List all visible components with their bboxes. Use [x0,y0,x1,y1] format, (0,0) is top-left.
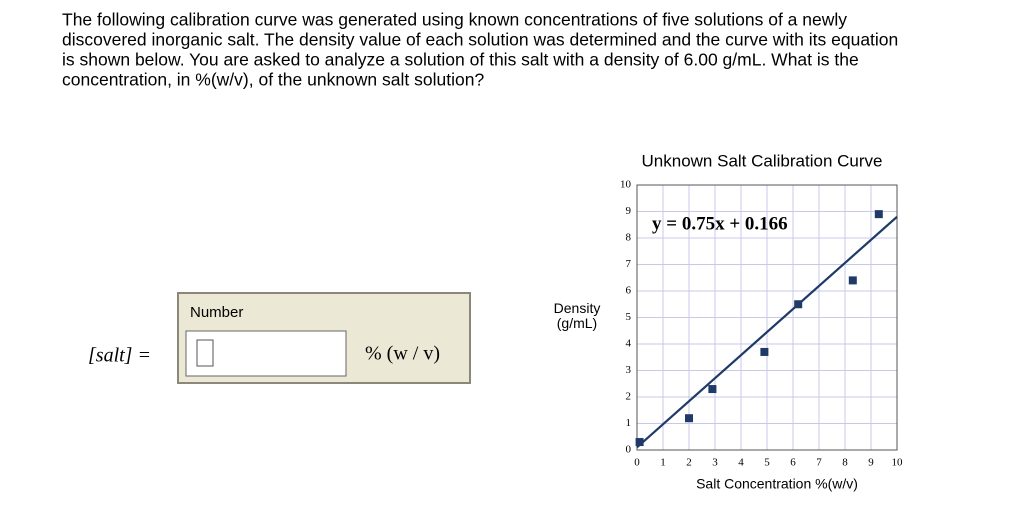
x-tick-label: 9 [868,457,874,469]
x-axis-label: Salt Concentration %(w/v) [696,476,858,492]
question: The following calibration curve was gene… [62,10,898,90]
x-tick-label: 10 [892,457,904,469]
data-point [708,385,717,394]
y-tick-label: 4 [626,338,632,350]
y-tick-label: 5 [626,311,632,323]
y-tick-label: 2 [626,391,632,403]
question-line: concentration, in %(w/v), of the unknown… [62,70,484,90]
fit-line [636,215,898,449]
chart-title: Unknown Salt Calibration Curve [642,151,883,170]
question-line: is shown below. You are asked to analyze… [62,50,859,70]
x-tick-label: 2 [686,457,692,469]
y-tick-label: 3 [626,364,632,376]
data-point [685,414,693,423]
y-tick-label: 1 [626,417,632,429]
answer-unit: % (w / v) [365,343,440,365]
y-tick-label: 8 [626,232,632,244]
y-tick-label: 6 [626,285,632,297]
x-tick-label: 6 [790,457,796,469]
data-point [874,210,883,219]
y-tick-label: 0 [626,444,632,456]
x-tick-label: 8 [842,457,848,469]
input-cursor-box [196,339,214,367]
x-tick-label: 4 [738,457,744,469]
y-tick-label: 10 [620,179,632,191]
y-axis-label: Density (g/mL) [554,300,601,331]
answer-lhs: [salt] = [88,345,151,367]
x-tick-label: 3 [712,457,718,469]
data-point [794,300,803,309]
data-point [760,347,769,356]
question-line: The following calibration curve was gene… [62,10,847,30]
plot-frame [636,184,898,451]
data-point [848,276,857,285]
chart: Unknown Salt Calibration Curve 0 1 2 3 4 5 6 7 8 9… [554,151,903,491]
x-tick-label: 7 [816,457,822,469]
question-line: discovered inorganic salt. The density v… [62,30,898,50]
y-tick-label: 9 [626,205,632,217]
y-tick-label: 7 [626,258,632,270]
x-tick-label: 0 [634,457,640,469]
x-tick-label: 5 [764,457,770,469]
answer-label: Number [190,304,243,321]
data-point [635,438,644,447]
equation: y = 0.75x + 0.166 [652,213,788,234]
x-tick-label: 1 [660,457,666,469]
